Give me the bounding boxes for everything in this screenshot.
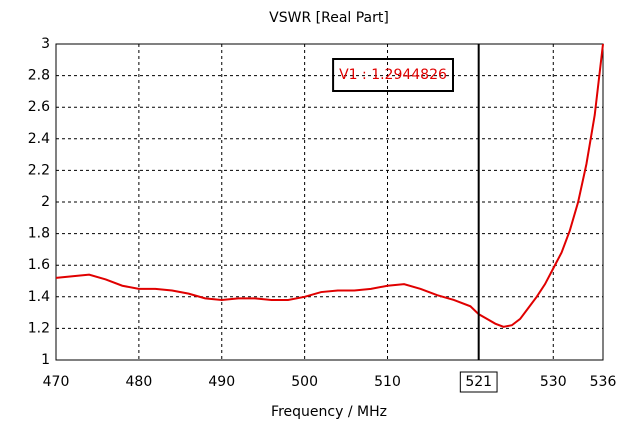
x-tick-label: 490 <box>208 374 235 390</box>
y-tick-label: 1 <box>41 352 50 368</box>
y-tick-label: 2.6 <box>28 99 50 115</box>
x-tick-label: 480 <box>126 374 153 390</box>
y-tick-label: 2 <box>41 194 50 210</box>
y-tick-label: 1.8 <box>28 226 50 242</box>
x-tick-label: 536 <box>590 374 617 390</box>
x-tick-label: 500 <box>291 374 318 390</box>
y-tick-label: 2.4 <box>28 131 50 147</box>
x-tick-label: 510 <box>374 374 401 390</box>
marker-tick-box <box>459 371 498 393</box>
y-tick-label: 2.2 <box>28 162 50 178</box>
data-line <box>55 43 604 328</box>
y-tick-label: 3 <box>41 36 50 52</box>
plot-frame <box>55 43 604 361</box>
y-tick-label: 1.4 <box>28 289 50 305</box>
x-tick-label: 530 <box>540 374 567 390</box>
y-tick-label: 2.8 <box>28 68 50 84</box>
x-tick-label: 470 <box>43 374 70 390</box>
x-axis-label: Frequency / MHz <box>271 404 387 420</box>
chart-title: VSWR [Real Part] <box>269 10 389 26</box>
y-tick-label: 1.2 <box>28 320 50 336</box>
marker-label: V1 : 1.2944826 <box>339 67 447 83</box>
y-tick-label: 1.6 <box>28 257 50 273</box>
marker-box <box>332 58 454 92</box>
x-tick-label: 521 <box>465 374 492 390</box>
